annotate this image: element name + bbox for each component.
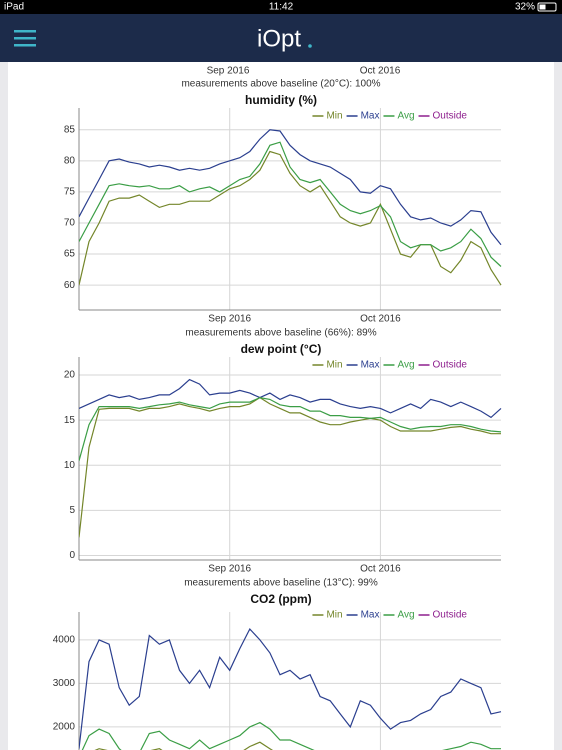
- device-name: iPad: [4, 2, 24, 13]
- chart-title: CO2 (ppm): [250, 592, 311, 606]
- data-line: [79, 396, 501, 538]
- data-line: [79, 129, 502, 246]
- y-tick-label: 10: [64, 460, 76, 471]
- x-tick-label: Sep 2016: [208, 564, 251, 575]
- chart-note: measurements above baseline (20°C): 100%: [181, 79, 380, 90]
- chart-note: measurements above baseline (13°C): 99%: [184, 578, 378, 589]
- legend-label: Outside: [433, 360, 468, 371]
- x-tick-label: Sep 2016: [208, 314, 251, 325]
- logo-dot: [308, 44, 312, 48]
- y-tick-label: 4000: [53, 635, 76, 646]
- content-card: [8, 62, 554, 750]
- menu-button[interactable]: [14, 30, 36, 47]
- legend-label: Avg: [397, 360, 414, 371]
- y-tick-label: 70: [64, 218, 76, 229]
- legend-label: Avg: [397, 610, 414, 621]
- menu-bar: [14, 44, 36, 47]
- battery-icon: [537, 2, 557, 12]
- battery-level: 32%: [515, 2, 535, 13]
- y-tick-label: 20: [64, 370, 76, 381]
- y-tick-label: 60: [64, 280, 76, 291]
- chart-note: measurements above baseline (66%): 89%: [185, 328, 376, 339]
- legend-label: Max: [361, 111, 380, 122]
- clock: 11:42: [269, 2, 294, 13]
- battery-fill: [539, 4, 546, 10]
- chart-title: dew point (°C): [241, 342, 322, 356]
- y-tick-label: 65: [64, 249, 76, 260]
- y-tick-label: 85: [64, 124, 76, 135]
- y-tick-label: 2000: [53, 722, 76, 733]
- nav-bar: [0, 14, 562, 62]
- legend-label: Avg: [397, 111, 414, 122]
- x-tick-label: Oct 2016: [360, 66, 401, 77]
- menu-bar: [14, 37, 36, 40]
- y-tick-label: 75: [64, 187, 76, 198]
- data-line: [79, 141, 502, 267]
- legend-label: Max: [361, 610, 380, 621]
- data-line: [79, 396, 502, 461]
- data-line: [79, 378, 502, 419]
- y-tick-label: 15: [64, 415, 76, 426]
- x-tick-label: Oct 2016: [360, 314, 401, 325]
- legend-label: Max: [361, 360, 380, 371]
- y-tick-label: 5: [69, 505, 75, 516]
- data-line: [79, 627, 502, 749]
- menu-bar: [14, 30, 36, 33]
- x-tick-label: Sep 2016: [207, 66, 250, 77]
- legend-label: Outside: [433, 111, 468, 122]
- x-tick-label: Oct 2016: [360, 564, 401, 575]
- y-tick-label: 3000: [53, 678, 76, 689]
- legend-label: Min: [326, 360, 342, 371]
- chart-title: humidity (%): [245, 93, 317, 107]
- legend-label: Outside: [433, 610, 468, 621]
- status-bar: [0, 0, 562, 14]
- logo: iOpt: [257, 25, 301, 52]
- legend-label: Min: [326, 111, 342, 122]
- y-tick-label: 80: [64, 155, 76, 166]
- y-tick-label: 0: [69, 550, 75, 561]
- legend-label: Min: [326, 610, 342, 621]
- data-line: [81, 721, 501, 750]
